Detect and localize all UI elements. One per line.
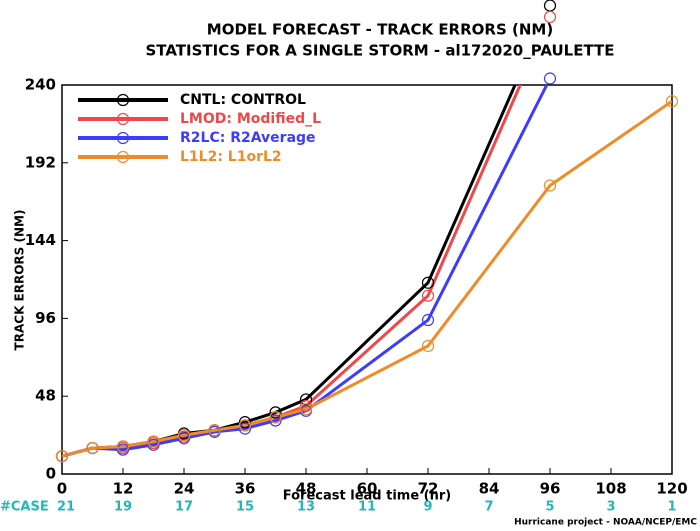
series-line xyxy=(62,85,522,458)
case-count: 3 xyxy=(606,500,615,515)
footer: Hurricane project - NOAA/NCEP/EMC xyxy=(514,518,697,528)
data-point xyxy=(269,411,282,424)
x-tick-label: 36 xyxy=(235,480,256,498)
case-count: 7 xyxy=(484,500,493,515)
data-point xyxy=(543,10,557,24)
case-count: 15 xyxy=(236,500,254,515)
series-line xyxy=(62,85,517,458)
series-line xyxy=(62,85,549,458)
case-count: 19 xyxy=(114,500,132,515)
data-point xyxy=(238,419,252,432)
data-point xyxy=(421,289,435,302)
chart-subtitle: STATISTICS FOR A SINGLE STORM - al172020… xyxy=(145,42,614,60)
data-point xyxy=(269,406,282,419)
legend-marker xyxy=(116,150,130,164)
data-point xyxy=(269,414,282,427)
data-point xyxy=(177,432,191,445)
data-point xyxy=(86,441,99,455)
data-point xyxy=(421,313,435,327)
data-point xyxy=(116,440,130,453)
x-axis-label: Forecast lead time (hr) xyxy=(283,489,451,504)
y-tick-label: 192 xyxy=(25,153,56,171)
y-tick-label: 240 xyxy=(25,76,56,94)
legend-marker xyxy=(116,112,130,126)
y-tick-label: 96 xyxy=(35,309,56,327)
x-tick-label: 72 xyxy=(418,480,439,498)
plot-frame xyxy=(61,84,673,475)
data-point xyxy=(543,72,557,85)
data-point xyxy=(147,435,160,448)
legend-label: LMOD: Modified_L xyxy=(180,111,321,127)
data-point xyxy=(55,450,69,463)
data-point xyxy=(147,438,160,451)
data-point xyxy=(665,95,679,108)
case-count: 13 xyxy=(297,500,315,515)
data-point xyxy=(238,416,252,429)
x-tick-label: 48 xyxy=(296,480,317,498)
y-axis-label: TRACK ERRORS (NM) xyxy=(13,210,27,351)
case-count: 1 xyxy=(667,500,676,515)
x-tick-label: 60 xyxy=(357,480,378,498)
y-tick-label: 48 xyxy=(35,387,56,405)
data-point xyxy=(208,424,221,437)
data-point xyxy=(543,179,557,192)
data-point xyxy=(299,399,313,413)
case-count: 21 xyxy=(57,500,75,515)
legend-marker xyxy=(116,93,130,107)
legend-label: CNTL: CONTROL xyxy=(180,92,306,108)
plot-area xyxy=(62,85,672,458)
series-line xyxy=(62,99,672,458)
legend-marker xyxy=(116,131,130,145)
data-point xyxy=(238,422,252,435)
chart-title: MODEL FORECAST - TRACK ERRORS (NM) xyxy=(207,21,553,39)
data-point xyxy=(421,339,435,353)
x-tick-label: 12 xyxy=(113,480,134,498)
y-tick-label: 144 xyxy=(25,231,56,249)
data-point xyxy=(299,403,313,416)
case-count: 11 xyxy=(358,500,376,515)
x-tick-label: 24 xyxy=(174,480,195,498)
data-point xyxy=(116,443,130,456)
case-count: 17 xyxy=(175,500,193,515)
y-tick-label: 0 xyxy=(46,465,56,483)
case-count: 5 xyxy=(545,500,554,515)
legend-label: L1L2: L1orL2 xyxy=(180,149,282,165)
case-count: 9 xyxy=(423,500,432,515)
x-tick-label: 84 xyxy=(479,480,500,498)
x-tick-label: 96 xyxy=(540,480,561,498)
x-tick-label: 108 xyxy=(595,480,626,498)
data-point xyxy=(177,429,191,442)
case-label: #CASE xyxy=(0,500,49,515)
data-point xyxy=(421,276,435,289)
x-tick-label: 120 xyxy=(656,480,687,498)
legend-label: R2LC: R2Average xyxy=(180,130,316,146)
x-tick-label: 0 xyxy=(57,480,67,498)
data-point xyxy=(543,0,557,12)
